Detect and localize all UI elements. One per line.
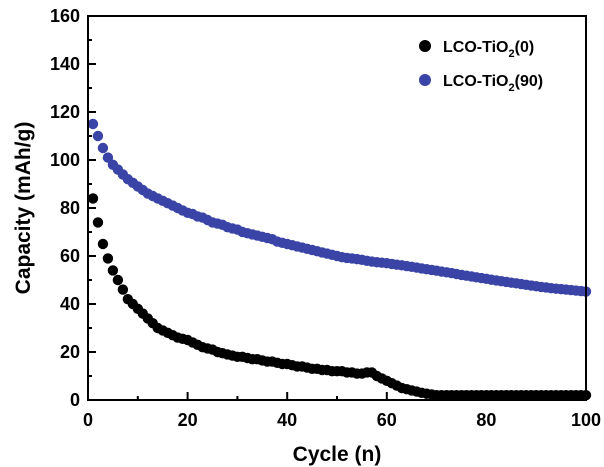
series-1 <box>87 118 592 297</box>
data-point <box>102 253 114 264</box>
data-point <box>112 274 124 286</box>
x-axis-label: Cycle (n) <box>293 443 382 466</box>
y-tick-label: 20 <box>60 342 80 362</box>
x-tick-label: 80 <box>476 410 496 430</box>
y-axis-label: Capacity (mAh/g) <box>12 122 35 295</box>
data-point <box>92 217 104 228</box>
axis-ticks: 0 20 40 60 80 100 0 20 40 60 80 100 120 140 160 <box>50 6 601 430</box>
data-point <box>87 118 99 130</box>
data-point <box>97 238 109 250</box>
legend-item-1: LCO-TiO2(90) <box>419 73 543 94</box>
legend-item-0: LCO-TiO2(0) <box>419 39 534 60</box>
legend-marker <box>419 74 431 86</box>
y-tick-label: 80 <box>60 198 80 218</box>
data-point <box>107 265 119 276</box>
legend-label: LCO-TiO2(90) <box>443 73 543 94</box>
x-tick-label: 0 <box>83 410 93 430</box>
y-tick-label: 60 <box>60 246 80 266</box>
data-point <box>87 193 99 204</box>
data-point <box>117 284 129 295</box>
y-tick-label: 0 <box>70 390 80 410</box>
y-tick-label: 160 <box>50 6 80 26</box>
legend: LCO-TiO2(0) LCO-TiO2(90) <box>419 39 543 94</box>
x-tick-label: 60 <box>377 410 397 430</box>
plot-marks <box>87 118 592 401</box>
x-tick-label: 40 <box>277 410 297 430</box>
series-0 <box>87 193 592 401</box>
plot-frame <box>87 15 587 401</box>
x-tick-label: 100 <box>571 410 601 430</box>
legend-marker <box>419 40 431 52</box>
data-point <box>92 130 104 142</box>
y-tick-label: 40 <box>60 294 80 314</box>
y-tick-label: 100 <box>50 150 80 170</box>
y-tick-label: 140 <box>50 54 80 74</box>
x-tick-label: 20 <box>178 410 198 430</box>
data-point <box>97 142 109 154</box>
legend-label: LCO-TiO2(0) <box>443 39 534 60</box>
y-tick-label: 120 <box>50 102 80 122</box>
